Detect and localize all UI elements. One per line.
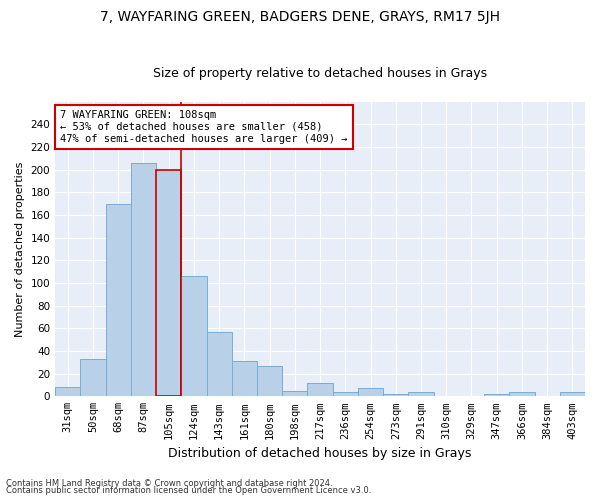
Bar — [80, 359, 106, 397]
Bar — [156, 170, 181, 396]
Y-axis label: Number of detached properties: Number of detached properties — [15, 161, 25, 336]
Bar — [206, 332, 232, 396]
Bar — [509, 392, 535, 396]
Bar — [55, 387, 80, 396]
Bar — [131, 162, 156, 396]
Text: Contains public sector information licensed under the Open Government Licence v3: Contains public sector information licen… — [6, 486, 371, 495]
Bar — [307, 382, 332, 396]
Bar — [181, 276, 206, 396]
Bar — [232, 361, 257, 396]
Bar — [484, 394, 509, 396]
Bar — [358, 388, 383, 396]
Bar — [560, 392, 585, 396]
Bar — [383, 394, 409, 396]
Bar — [409, 392, 434, 396]
Bar — [257, 366, 282, 396]
Text: 7 WAYFARING GREEN: 108sqm
← 53% of detached houses are smaller (458)
47% of semi: 7 WAYFARING GREEN: 108sqm ← 53% of detac… — [61, 110, 348, 144]
Bar — [282, 390, 307, 396]
Text: 7, WAYFARING GREEN, BADGERS DENE, GRAYS, RM17 5JH: 7, WAYFARING GREEN, BADGERS DENE, GRAYS,… — [100, 10, 500, 24]
Bar — [332, 392, 358, 396]
Text: Contains HM Land Registry data © Crown copyright and database right 2024.: Contains HM Land Registry data © Crown c… — [6, 478, 332, 488]
Bar — [106, 204, 131, 396]
Title: Size of property relative to detached houses in Grays: Size of property relative to detached ho… — [153, 66, 487, 80]
X-axis label: Distribution of detached houses by size in Grays: Distribution of detached houses by size … — [169, 447, 472, 460]
